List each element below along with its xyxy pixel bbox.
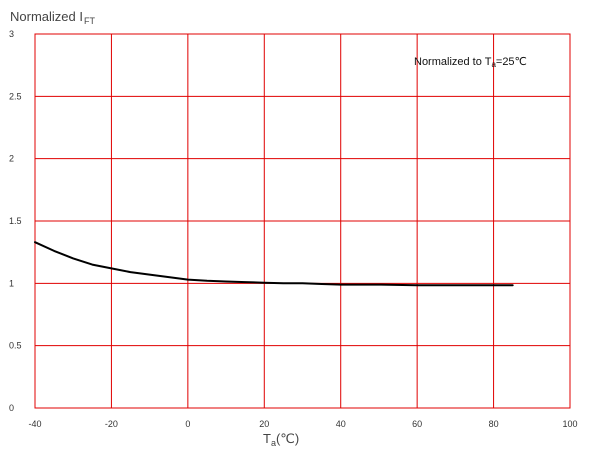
- y-axis-title-main: Normalized I: [10, 9, 83, 24]
- annotation-sub: a: [491, 60, 496, 69]
- annotation-pre: Normalized to T: [414, 56, 492, 68]
- grid: [34, 33, 571, 409]
- x-axis-title-main: T: [263, 431, 271, 446]
- x-axis-title-rest: (℃): [276, 431, 299, 446]
- x-tick-label: 20: [259, 419, 269, 429]
- y-axis-title-sub: FT: [84, 16, 95, 26]
- x-tick-label: 40: [336, 419, 346, 429]
- annotation-post: =25℃: [496, 56, 527, 68]
- x-axis-title-sub: a: [271, 438, 276, 448]
- plot-frame: [34, 33, 571, 409]
- y-tick-label: 2.5: [9, 91, 22, 101]
- x-tick-label: 100: [562, 419, 577, 429]
- x-tick-label: 0: [185, 419, 190, 429]
- annotation: Normalized to Ta=25℃: [414, 56, 527, 69]
- y-tick-label: 0: [9, 403, 14, 413]
- y-tick-label: 3: [9, 29, 14, 39]
- series: [34, 241, 514, 287]
- series-line: [34, 241, 514, 287]
- x-tick-label: 60: [412, 419, 422, 429]
- x-tick-label: -20: [105, 419, 118, 429]
- x-axis-title: Ta(℃): [263, 431, 299, 448]
- y-tick-label: 2: [9, 154, 14, 164]
- tick-labels: -40 -20 0 20 40 60 80 100 0 0.5 1 1.5 2 2.5 3: [9, 29, 578, 429]
- x-tick-label: 80: [489, 419, 499, 429]
- y-tick-label: 0.5: [9, 341, 22, 351]
- y-tick-label: 1: [9, 278, 14, 288]
- y-tick-label: 1.5: [9, 216, 22, 226]
- x-tick-label: -40: [28, 419, 41, 429]
- y-axis-title: Normalized IFT: [10, 9, 95, 26]
